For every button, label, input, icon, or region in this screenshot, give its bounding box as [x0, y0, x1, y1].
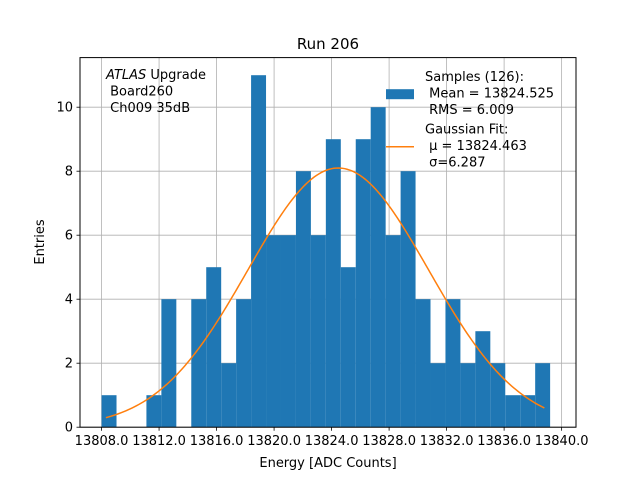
histogram-bar	[370, 107, 386, 428]
x-tick-label: 13836.0	[477, 434, 531, 449]
x-tick-label: 13816.0	[190, 434, 244, 449]
legend-entry-detail: RMS = 6.009	[425, 103, 514, 118]
x-tick-label: 13840.0	[535, 434, 589, 449]
legend: Samples (126): Mean = 13824.525 RMS = 6.…	[386, 70, 554, 171]
legend-entry-detail: σ=6.287	[425, 156, 485, 171]
annotation-line: Ch009 35dB	[106, 101, 190, 116]
y-axis-title: Entries	[33, 219, 48, 265]
y-tick-label: 8	[65, 165, 73, 180]
histogram-bar	[445, 299, 461, 428]
legend-entry-label: Samples (126):	[425, 70, 524, 85]
histogram-bar	[146, 395, 162, 428]
y-tick-label: 2	[65, 357, 73, 372]
histogram-bar	[415, 299, 431, 428]
legend-swatch-samples	[386, 89, 414, 100]
histogram-bar	[490, 363, 506, 428]
histogram-bar	[535, 363, 551, 428]
x-tick-label: 13812.0	[132, 434, 186, 449]
histogram-bar	[280, 235, 296, 428]
legend-entry-detail: Mean = 13824.525	[425, 87, 554, 102]
x-axis-title: Energy [ADC Counts]	[259, 456, 396, 471]
histogram-bar	[161, 299, 177, 428]
histogram-bar	[295, 171, 311, 428]
histogram-bar	[460, 363, 476, 428]
histogram-bar	[221, 363, 237, 428]
histogram-bar	[475, 331, 491, 428]
histogram-bar	[385, 235, 401, 428]
y-tick-label: 6	[65, 229, 73, 244]
gaussian-fit-line	[105, 167, 545, 419]
histogram-bar	[191, 299, 207, 428]
x-tick-label: 13832.0	[420, 434, 474, 449]
y-tick-label: 0	[65, 421, 73, 436]
histogram-bar	[101, 395, 117, 428]
x-tick-label: 13820.0	[247, 434, 301, 449]
histogram-bar	[310, 235, 326, 428]
annotation-line: ATLAS Upgrade	[105, 68, 206, 83]
histogram-bar	[236, 299, 252, 428]
ticks-layer: 13808.0 13812.0 13816.0 13820.0 13824.0 13828…	[56, 101, 588, 450]
histogram-bar	[400, 171, 416, 428]
histogram-bar	[505, 395, 521, 428]
y-tick-label: 4	[65, 293, 73, 308]
histogram-bar	[340, 267, 356, 428]
histogram-bar	[266, 235, 281, 428]
x-tick-label: 13828.0	[362, 434, 416, 449]
x-tick-label: 13824.0	[305, 434, 359, 449]
atlas-annotation: ATLAS Upgrade Board260 Ch009 35dB	[105, 68, 206, 116]
plot-frame	[79, 57, 577, 428]
annotation-line: Board260	[106, 85, 173, 100]
x-tick-label: 13808.0	[75, 434, 129, 449]
legend-entry-label: Gaussian Fit:	[425, 123, 508, 138]
histogram-bar	[325, 139, 341, 428]
y-tick-label: 10	[56, 101, 73, 116]
legend-entry-detail: μ = 13824.463	[425, 139, 527, 154]
histogram-bar	[355, 139, 371, 428]
histogram-bar	[206, 267, 222, 428]
histogram-bar	[520, 395, 536, 428]
bars-layer	[101, 75, 551, 428]
histogram-bar	[430, 363, 446, 428]
curve-layer	[105, 167, 545, 419]
chart-title: Run 206	[297, 35, 359, 53]
